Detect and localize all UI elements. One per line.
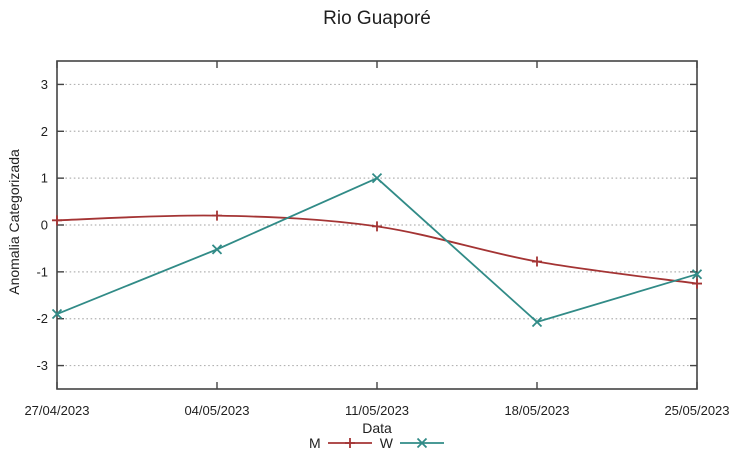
legend-sample-M [327, 438, 372, 448]
legend-sample-marker [416, 437, 428, 449]
y-tick-label: 0 [41, 218, 48, 233]
series-marker-W [691, 269, 703, 280]
legend-sample-W [399, 437, 444, 449]
legend-sample-marker [344, 438, 355, 448]
chart-title: Rio Guaporé [323, 8, 431, 29]
y-axis-label: Anomalia Categorizada [6, 149, 22, 295]
legend-label-M: M [309, 435, 321, 451]
series-marker-M [52, 215, 62, 226]
series-marker-W [211, 244, 223, 255]
series-marker-M [212, 210, 222, 221]
x-tick-label: 18/05/2023 [504, 403, 569, 418]
series-marker-M [532, 256, 542, 267]
series-marker-M [372, 221, 382, 232]
y-tick-label: 2 [41, 124, 48, 139]
y-tick-label: -3 [36, 358, 48, 373]
y-tick-label: 3 [41, 77, 48, 92]
series-marker-W [51, 308, 63, 320]
legend-item-M: M [309, 435, 373, 451]
x-tick-label: 04/05/2023 [184, 403, 249, 418]
series-marker-W [531, 316, 543, 328]
series-line-W [56, 177, 698, 324]
x-tick-label: 25/05/2023 [664, 403, 729, 418]
x-tick-label: 11/05/2023 [345, 403, 409, 418]
y-tick-label: 1 [41, 171, 48, 186]
x-axis-label: Data [362, 420, 392, 436]
series-marker-W [371, 173, 383, 184]
y-tick-label: -2 [36, 311, 48, 326]
x-tick-label: 27/04/2023 [24, 403, 89, 418]
legend-item-W: W [380, 435, 445, 451]
y-tick-label: -1 [36, 264, 48, 279]
series-marker-M [692, 278, 702, 289]
legend-label-W: W [379, 435, 393, 451]
